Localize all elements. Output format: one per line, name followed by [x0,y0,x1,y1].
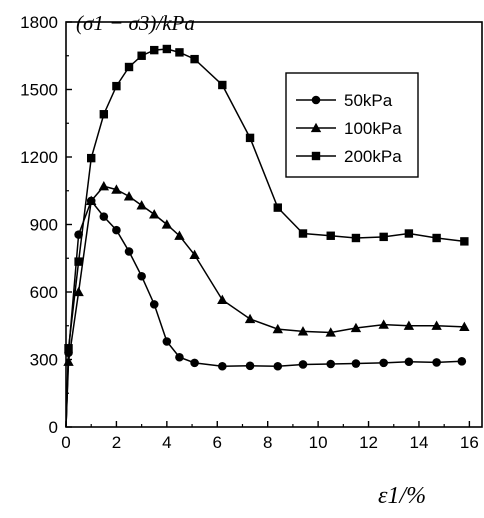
x-tick-label: 4 [162,433,171,452]
legend-label: 50kPa [344,91,393,110]
data-point [326,231,335,240]
x-tick-label: 8 [263,433,272,452]
data-point [218,361,227,371]
x-tick-label: 12 [359,433,378,452]
data-point [87,153,96,163]
data-point [297,326,309,336]
data-point [298,360,308,369]
data-point [326,359,336,369]
data-point [137,51,146,60]
x-tick-label: 10 [309,433,328,452]
data-point [161,219,173,229]
x-tick-label: 2 [112,433,121,452]
legend-marker [310,122,322,133]
series-group [63,44,470,428]
data-point [86,195,97,206]
series-100kPa [63,181,470,428]
series-line [65,48,465,428]
data-point [404,357,414,367]
data-point [273,203,282,212]
data-point [162,337,172,346]
x-tick-label: 0 [61,433,70,452]
y-tick-label: 1200 [20,148,58,167]
series-200kPa [64,44,469,428]
data-point [175,352,184,362]
data-point [325,327,336,337]
data-point [350,322,362,333]
y-tick-label: 1500 [20,81,58,100]
data-point [112,225,121,235]
series-line [65,185,465,428]
data-point [431,320,442,330]
data-point [74,230,83,239]
y-tick-label: 0 [49,418,58,437]
data-point [351,233,361,243]
legend-label: 200kPa [344,147,402,166]
legend-label: 100kPa [344,119,402,138]
y-tick-label: 900 [30,216,58,235]
data-point [457,357,467,366]
x-tick-label: 6 [213,433,222,452]
data-point [404,229,414,238]
data-point [149,300,159,309]
series-50kPa [64,196,467,428]
data-point [99,110,109,119]
data-point [98,181,110,191]
y-tick-label: 1800 [20,13,58,32]
y-tick-label: 600 [30,283,58,302]
data-point [175,48,184,57]
data-point [272,323,283,334]
y-axis: 0 300 600 900 1200 1500 1800 [20,13,72,437]
data-point [74,257,83,266]
data-point [218,80,227,90]
data-point [245,133,255,143]
data-point [245,361,255,371]
data-point [112,81,121,91]
x-axis: 0 2 4 6 8 10 12 14 16 [61,421,479,452]
data-point [379,358,388,368]
data-point [73,286,84,297]
data-point [111,184,122,194]
legend-marker [311,95,321,105]
data-point [460,237,469,246]
data-point [298,229,308,238]
data-point [124,62,134,72]
x-axis-title-text: ε1/% [378,483,426,509]
x-tick-label: 16 [460,433,479,452]
data-point [137,271,146,281]
x-axis-title: ε1/% [378,483,426,509]
data-point [174,230,185,240]
data-point [136,200,147,210]
data-point [244,313,256,324]
legend-box [285,72,419,178]
y-axis-title: (σ1 − σ3)/kPa [76,11,195,35]
series-line [65,199,462,428]
data-point [351,359,361,368]
data-point [99,212,109,221]
data-point [432,233,441,243]
data-point [150,45,159,55]
legend-marker [311,151,321,161]
legend: 50kPa 100kPa 200kPa [285,72,419,178]
data-point [162,44,172,54]
data-point [273,361,283,371]
data-point [124,247,134,256]
data-point [123,191,135,201]
x-tick-label: 14 [410,433,429,452]
data-point [403,320,415,330]
data-point [64,344,73,353]
y-tick-label: 300 [30,351,58,370]
data-point [149,209,160,219]
data-point [432,358,441,367]
data-point [190,54,199,64]
data-point [379,232,388,242]
data-point [190,358,199,368]
data-point [378,319,389,329]
data-point [459,321,470,332]
data-point [189,249,200,260]
data-point [217,294,228,305]
y-axis-title-text: (σ1 − σ3)/kPa [76,11,195,35]
